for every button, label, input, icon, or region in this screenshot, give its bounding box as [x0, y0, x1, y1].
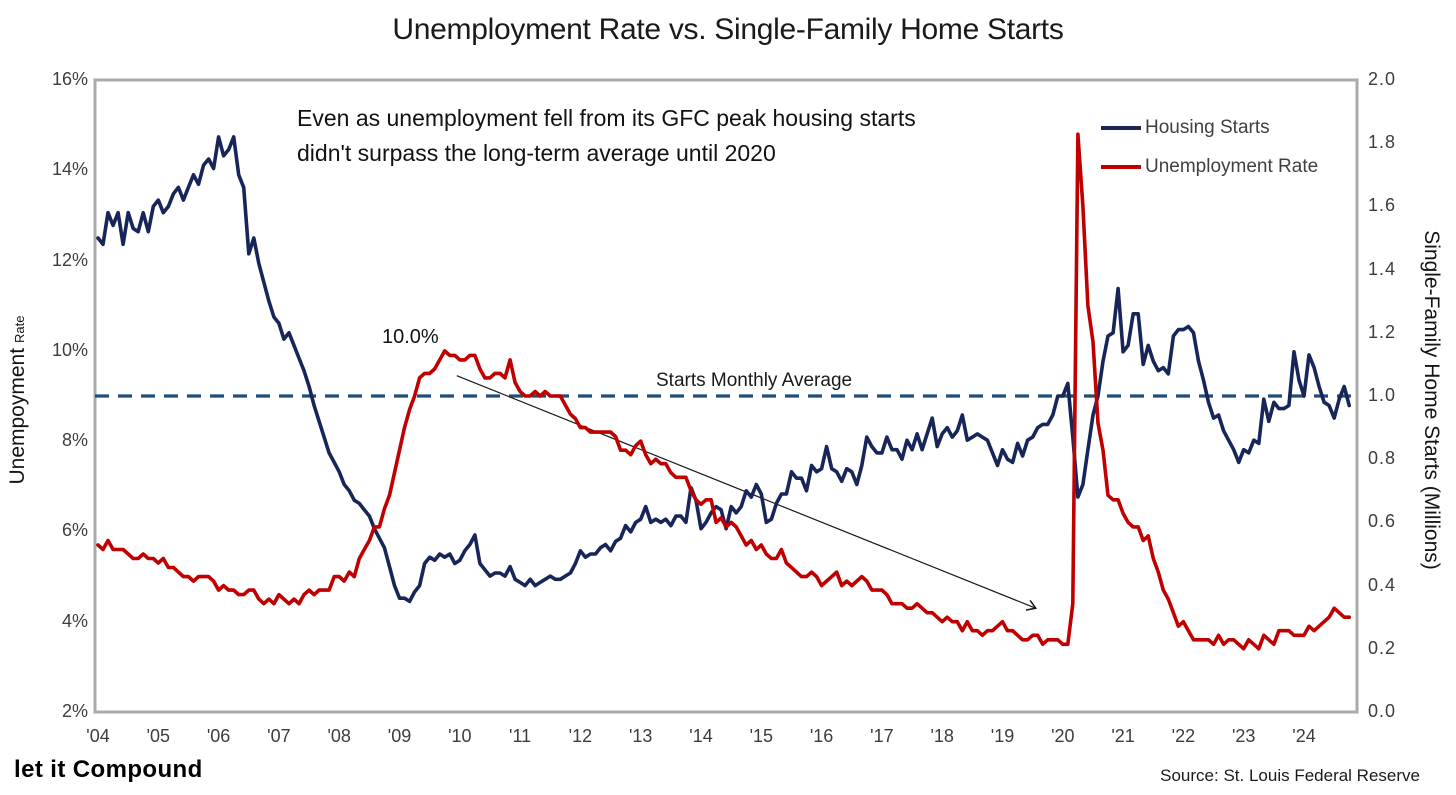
y-axis-left-title-main: Unempoyment [6, 347, 29, 485]
tick-label: 6% [61, 520, 88, 541]
y-axis-left-title-small: Rate [12, 315, 27, 343]
tick-label: 4% [61, 610, 88, 631]
annotation-line-2: didn't surpass the long-term average unt… [297, 140, 776, 166]
tick-label: 16% [51, 69, 88, 89]
tick-label: '23 [1231, 726, 1256, 746]
average-line-label: Starts Monthly Average [656, 370, 853, 391]
tick-label: 14% [51, 159, 88, 180]
tick-label: 1.8 [1368, 132, 1397, 153]
tick-label: 10% [51, 339, 88, 360]
tick-label: '16 [809, 726, 834, 746]
tick-label: 0.0 [1368, 701, 1397, 721]
tick-label: '09 [387, 726, 412, 746]
legend-item-unemployment-rate: Unemployment Rate [1101, 152, 1318, 182]
tick-label: '15 [749, 726, 774, 746]
tick-label: 0.4 [1368, 574, 1397, 595]
tick-label: '20 [1051, 726, 1075, 746]
tick-label: 1.4 [1368, 258, 1397, 279]
tick-label: '10 [448, 726, 472, 746]
tick-label: 8% [61, 430, 88, 451]
tick-label: '22 [1171, 726, 1196, 746]
tick-label: '12 [568, 726, 593, 746]
tick-label: '07 [267, 726, 291, 746]
tick-label: 2% [61, 701, 88, 721]
legend-item-housing-starts: Housing Starts [1101, 113, 1318, 143]
tick-label: 0.6 [1368, 511, 1397, 532]
annotation-line-1: Even as unemployment fell from its GFC p… [297, 105, 916, 131]
tick-label: '08 [327, 726, 351, 746]
tick-label: 12% [51, 249, 88, 270]
tick-label: '05 [146, 726, 171, 746]
tick-label: 0.2 [1368, 637, 1397, 658]
tick-label: '11 [509, 726, 532, 746]
tick-label: '13 [628, 726, 653, 746]
tick-label: 2.0 [1368, 69, 1397, 89]
source-credit: Source: St. Louis Federal Reserve [1160, 766, 1420, 785]
tick-label: '18 [930, 726, 954, 746]
tick-label: '06 [206, 726, 231, 746]
tick-label: '21 [1111, 726, 1135, 746]
tick-label: 1.0 [1368, 385, 1397, 405]
unemployment-rate-swatch [1101, 165, 1141, 169]
legend-label-housing-starts: Housing Starts [1145, 117, 1270, 138]
housing-starts-swatch [1101, 126, 1141, 130]
tick-label: 1.2 [1368, 321, 1397, 342]
tick-label: '24 [1292, 726, 1316, 746]
legend-label-unemployment-rate: Unemployment Rate [1145, 156, 1319, 177]
tick-label: '19 [990, 726, 1015, 746]
tick-label: 0.8 [1368, 448, 1397, 469]
legend: Housing Starts Unemployment Rate [1101, 113, 1318, 191]
chart-title: Unemployment Rate vs. Single-Family Home… [392, 13, 1064, 46]
tick-label: '14 [689, 726, 713, 746]
y-axis-left-title: Unempoyment Rate [6, 315, 30, 484]
tick-label: '04 [86, 726, 110, 746]
annotation-text: Even as unemployment fell from its GFC p… [297, 101, 916, 171]
tick-label: 1.6 [1368, 195, 1397, 216]
peak-value-label: 10.0% [382, 326, 439, 348]
tick-label: '17 [870, 726, 894, 746]
brand-logo: let it Compound [14, 756, 203, 783]
unemployment-rate-line [96, 132, 1351, 651]
